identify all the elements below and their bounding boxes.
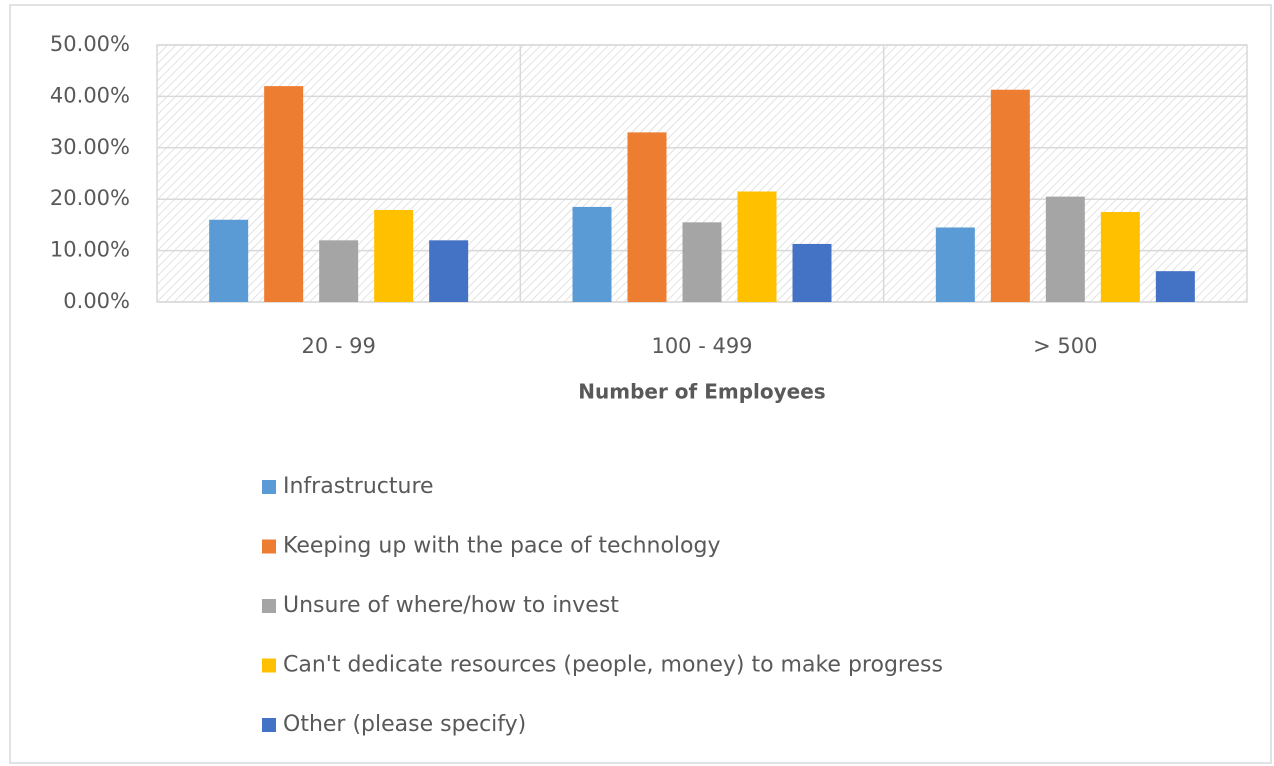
legend-swatch bbox=[262, 599, 276, 613]
legend-swatch bbox=[262, 480, 276, 494]
legend-swatch bbox=[262, 718, 276, 732]
bar bbox=[1045, 196, 1085, 302]
x-tick-label: 100 - 499 bbox=[651, 334, 752, 358]
bar bbox=[627, 132, 667, 302]
legend-label: Other (please specify) bbox=[283, 712, 526, 737]
y-tick-label: 30.00% bbox=[50, 135, 130, 159]
bar bbox=[737, 191, 777, 302]
legend-label: Unsure of where/how to invest bbox=[283, 593, 619, 618]
y-tick-label: 20.00% bbox=[50, 186, 130, 210]
legend-swatch bbox=[262, 658, 276, 673]
bar bbox=[1100, 212, 1140, 302]
bar bbox=[682, 222, 722, 302]
legend-label: Can't dedicate resources (people, money)… bbox=[283, 653, 943, 678]
legend-label: Keeping up with the pace of technology bbox=[283, 534, 720, 559]
legend-swatch bbox=[262, 539, 276, 554]
bar bbox=[374, 209, 414, 302]
x-axis-title: Number of Employees bbox=[578, 380, 825, 404]
x-tick-label: 20 - 99 bbox=[301, 334, 375, 358]
bar bbox=[792, 243, 832, 302]
x-tick-label: > 500 bbox=[1033, 334, 1097, 358]
y-tick-label: 10.00% bbox=[50, 238, 130, 262]
bar bbox=[572, 206, 612, 302]
bar bbox=[209, 219, 249, 302]
bar bbox=[990, 89, 1030, 302]
legend-label: Infrastructure bbox=[283, 474, 434, 499]
bar bbox=[429, 240, 469, 302]
bar bbox=[935, 227, 975, 302]
y-tick-label: 50.00% bbox=[50, 32, 130, 56]
bar bbox=[264, 86, 304, 303]
bar bbox=[1155, 271, 1195, 302]
y-tick-label: 0.00% bbox=[63, 289, 130, 313]
chart-border bbox=[9, 4, 1272, 764]
y-tick-label: 40.00% bbox=[50, 83, 130, 107]
bar bbox=[319, 240, 359, 302]
